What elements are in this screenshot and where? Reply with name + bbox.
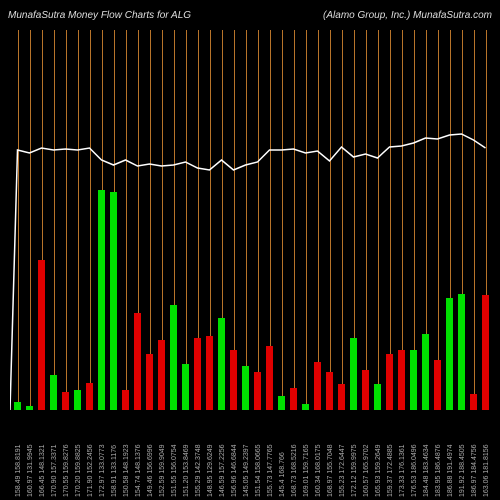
x-label: 172.97 133.0773 <box>99 444 106 497</box>
x-label: 183.95 186.4876 <box>435 444 442 497</box>
x-label: 149.46 156.6996 <box>147 444 154 497</box>
x-label: 156.96 146.6844 <box>231 444 238 497</box>
x-label: 168.97 155.7048 <box>327 444 334 497</box>
x-label: 171.90 152.2456 <box>87 444 94 497</box>
x-label: 163.06 181.8156 <box>483 444 490 497</box>
price-line <box>10 30 495 410</box>
x-label: 168.73 168.5216 <box>291 444 298 497</box>
x-label: 158.91 133.1176 <box>111 445 118 497</box>
x-axis-labels: 158.49 158.8191 160.97 131.9945 166.45 148… <box>10 412 495 500</box>
x-label: 191.92 188.4505 <box>459 444 466 497</box>
x-label: 186.88 191.4974 <box>447 444 454 497</box>
chart-area <box>10 30 495 410</box>
x-label: 172.12 159.9975 <box>351 444 358 497</box>
x-label: 145.05 149.2397 <box>243 444 250 497</box>
x-label: 146.59 157.2256 <box>219 444 226 497</box>
x-label: 176.53 186.0496 <box>411 444 418 497</box>
title-right: (Alamo Group, Inc.) MunafaSutra.com <box>323 10 492 21</box>
x-label: 151.20 153.8469 <box>183 444 190 497</box>
x-label: 160.57 165.9702 <box>363 444 370 497</box>
x-label: 170.90 157.3371 <box>51 444 58 497</box>
x-label: 148.95 129.6249 <box>207 444 214 497</box>
x-label: 152.59 159.9049 <box>159 444 166 497</box>
x-label: 155.23 172.6447 <box>339 444 346 497</box>
x-label: 159.37 172.4885 <box>387 444 394 497</box>
x-label: 184.48 183.4634 <box>423 444 430 497</box>
x-label: 155.73 147.7765 <box>267 444 274 497</box>
x-label: 154.74 148.1376 <box>135 444 142 497</box>
x-label: 173.33 176.1361 <box>399 444 406 497</box>
x-label: 170.20 159.8825 <box>75 444 82 497</box>
x-label: 169.01 159.7165 <box>303 444 310 497</box>
x-label: 155.29 142.3748 <box>195 444 202 497</box>
title-left: MunafaSutra Money Flow Charts for ALG <box>8 10 191 21</box>
x-label: 158.49 158.8191 <box>15 444 22 497</box>
x-label: 151.54 158.0665 <box>255 444 262 497</box>
x-label: 170.55 159.8276 <box>63 444 70 497</box>
x-label: 160.97 131.9945 <box>27 444 34 497</box>
x-label: 166.45 148.1321 <box>39 444 46 497</box>
x-label: 150.58 148.1923 <box>123 444 130 497</box>
x-label: 160.34 168.0175 <box>315 444 322 497</box>
price-polyline <box>10 134 486 410</box>
x-label: 165.93 159.2649 <box>375 444 382 497</box>
x-label: 151.55 156.0754 <box>171 444 178 497</box>
x-label: 186.97 184.4756 <box>471 444 478 497</box>
x-label: 145.4 168.766 <box>279 452 286 497</box>
